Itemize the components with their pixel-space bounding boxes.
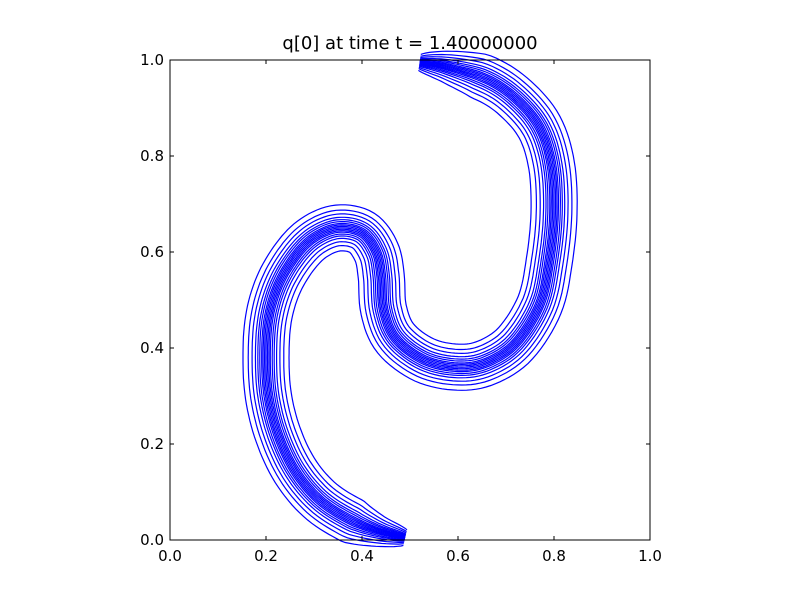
contour-line-8 [266, 61, 557, 538]
contour-line-4 [273, 58, 563, 536]
x-tick-label-2: 0.4 [350, 547, 374, 565]
contour-line-5 [271, 59, 562, 537]
contour-line-12 [261, 63, 551, 540]
chart-title: q[0] at time t = 1.40000000 [282, 33, 537, 54]
contour-line-1 [283, 53, 573, 533]
contour-line-14 [257, 64, 547, 541]
contour-line-0 [288, 50, 578, 531]
contour-line-9 [265, 61, 555, 539]
contour-line-17 [247, 67, 537, 545]
y-tick-label-2: 0.4 [140, 339, 164, 357]
axis-ticks: 0.0 0.2 0.4 0.6 0.8 1.0 0.0 0.2 0.4 0.6 0.8 1.0 [140, 51, 662, 565]
x-tick-label-4: 0.8 [542, 547, 566, 565]
x-tick-label-5: 1.0 [638, 547, 662, 565]
y-tick-label-5: 1.0 [140, 51, 164, 69]
contour-line-13 [259, 64, 549, 541]
contour-line-3 [276, 57, 566, 535]
contour-line-2 [279, 56, 569, 534]
contour-lines [242, 50, 578, 548]
contour-line-18 [242, 69, 532, 548]
contour-line-7 [268, 60, 558, 538]
y-tick-label-4: 0.8 [140, 147, 164, 165]
y-tick-label-1: 0.2 [140, 435, 164, 453]
x-tick-label-1: 0.2 [254, 547, 278, 565]
contour-line-11 [262, 62, 552, 540]
x-tick-label-3: 0.6 [446, 547, 470, 565]
contour-line-6 [269, 60, 560, 537]
contour-line-15 [254, 65, 545, 542]
y-tick-label-0: 0.0 [140, 531, 164, 549]
plot-frame [169, 59, 651, 541]
y-tick-label-3: 0.6 [140, 243, 164, 261]
x-tick-label-0: 0.0 [158, 547, 182, 565]
contour-line-10 [264, 62, 554, 539]
contour-line-16 [251, 66, 541, 543]
